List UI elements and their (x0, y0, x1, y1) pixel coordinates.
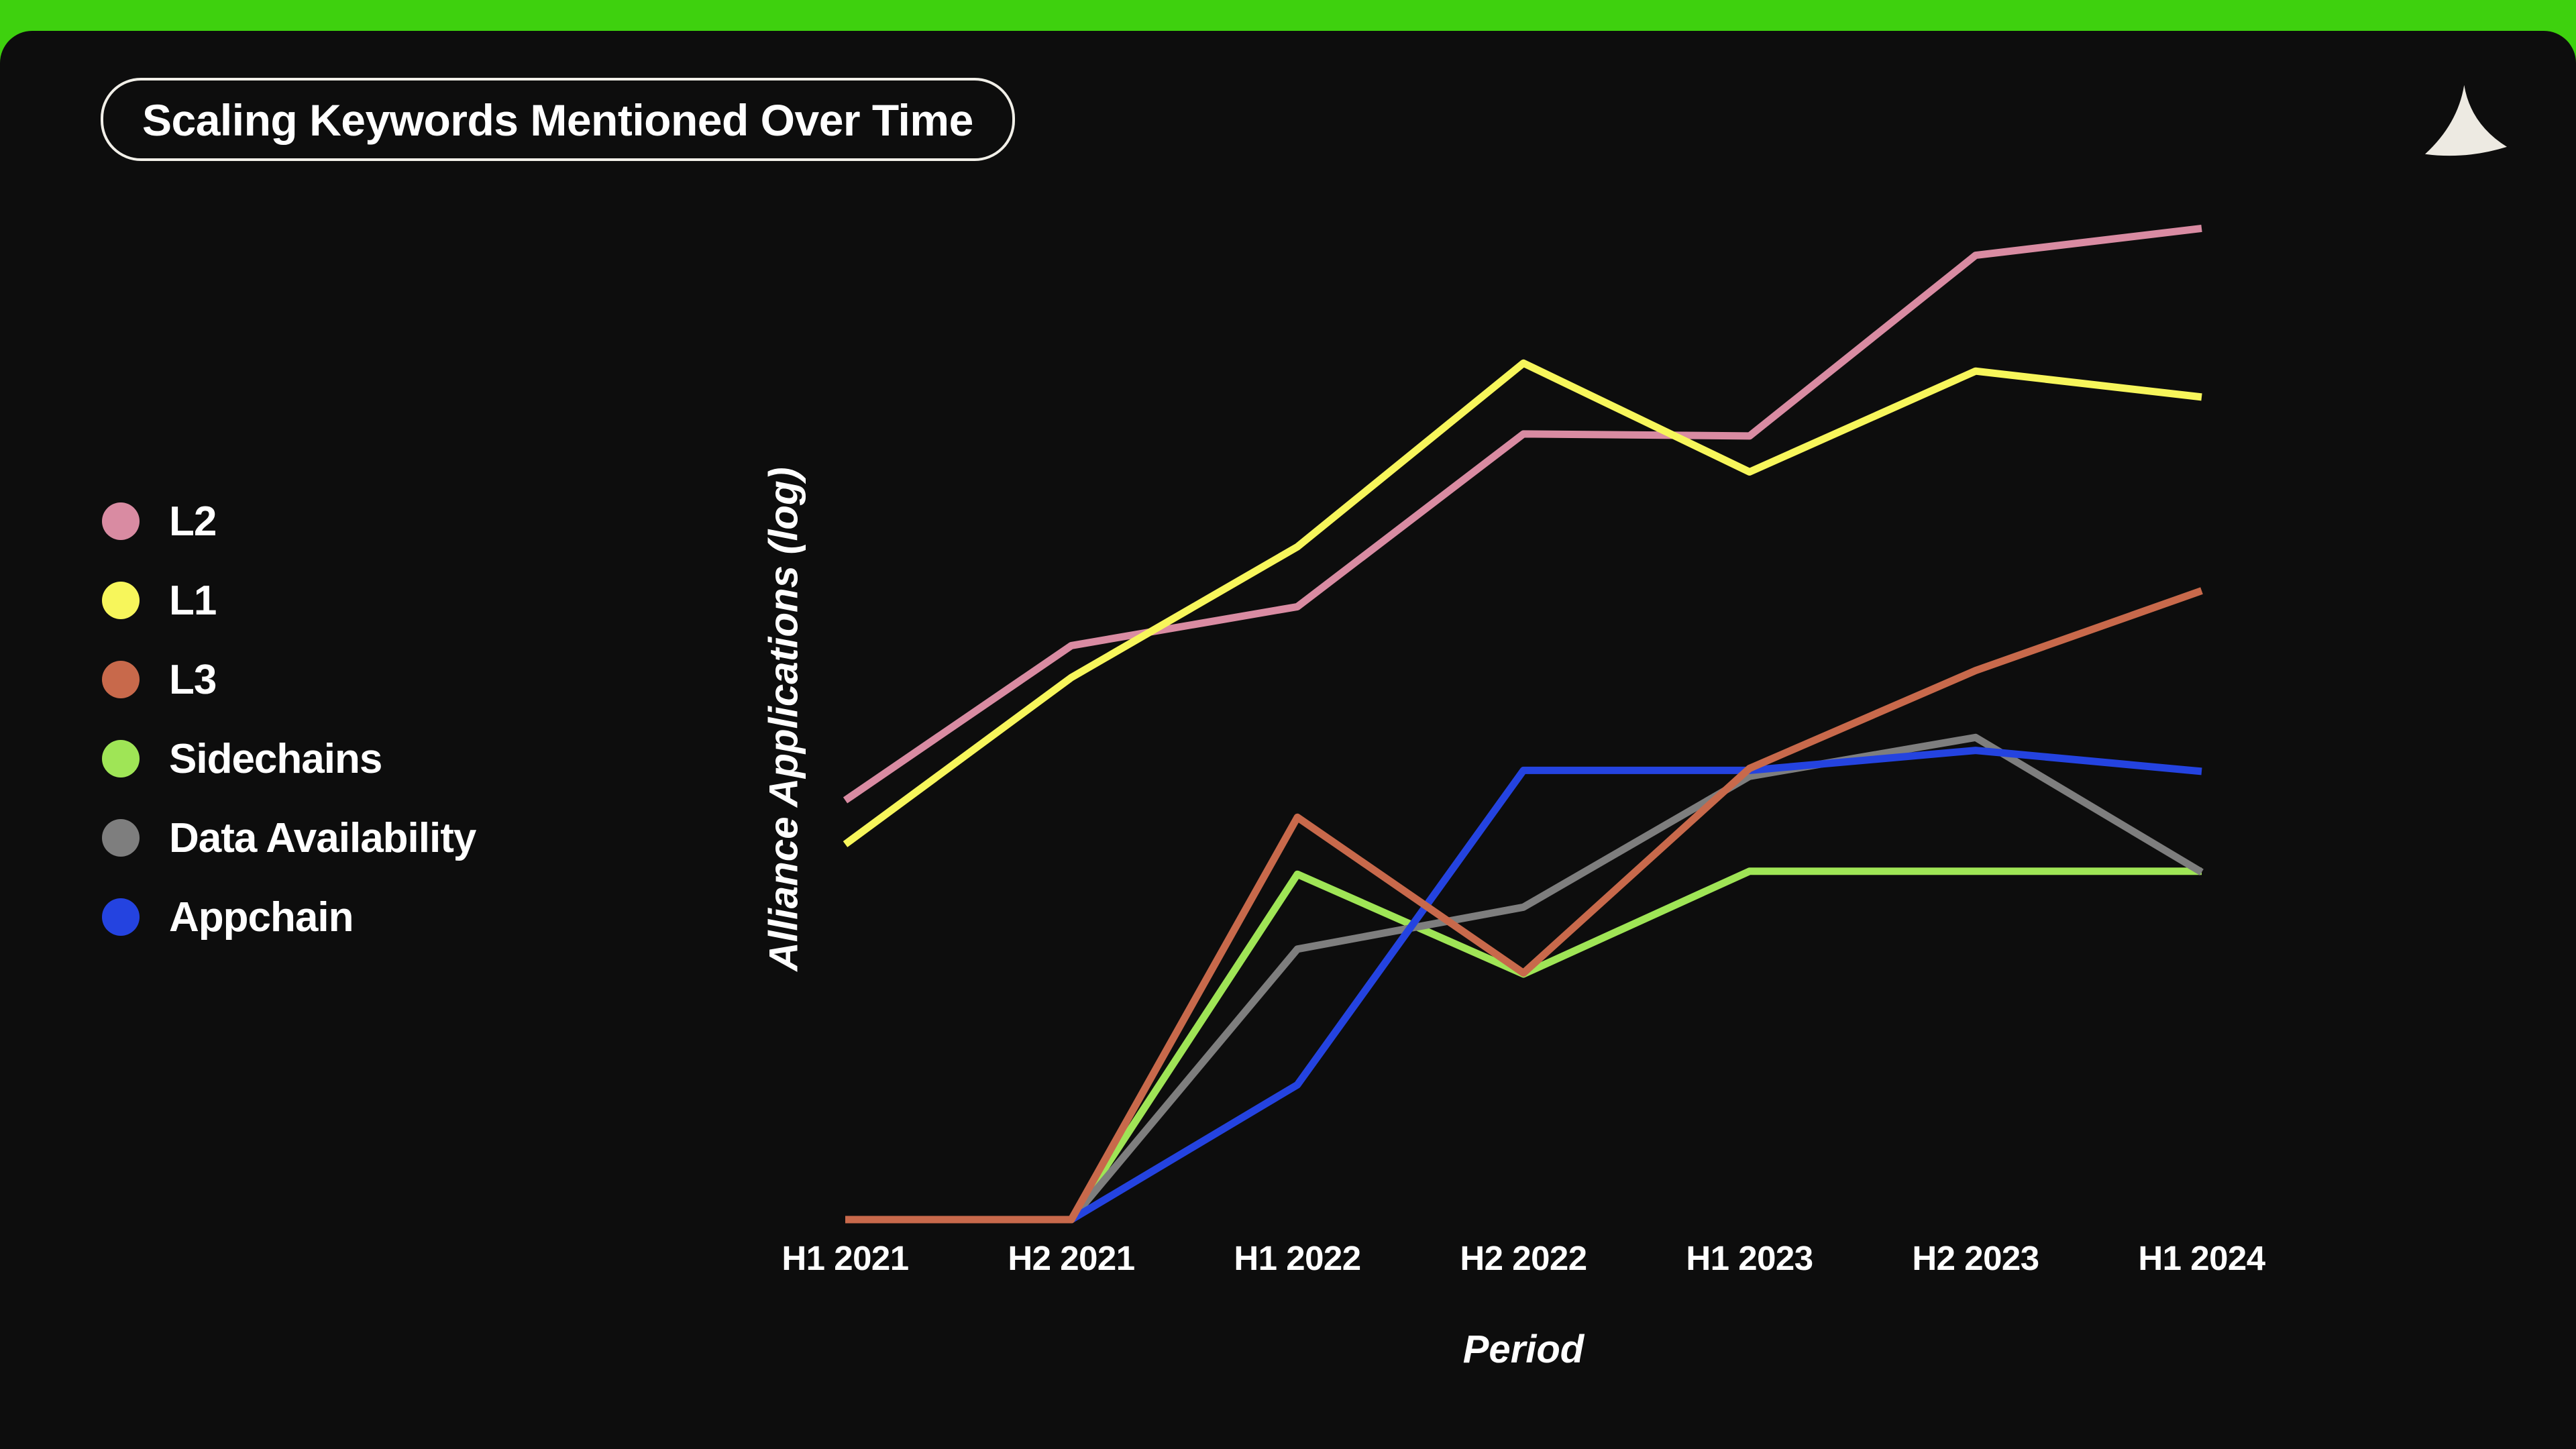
y-axis-label: Alliance Applications (log) (761, 467, 806, 971)
legend-label: L2 (169, 498, 217, 545)
alliance-logo-icon (2425, 85, 2507, 156)
legend-item-l2: L2 (102, 498, 476, 545)
x-tick-label: H2 2021 (1008, 1239, 1135, 1277)
x-axis-title: Period (1462, 1328, 1585, 1371)
legend-label: Data Availability (169, 814, 476, 861)
legend-item-l3: L3 (102, 657, 476, 703)
legend-item-sidechains: Sidechains (102, 735, 476, 782)
legend-label: Sidechains (169, 735, 382, 782)
legend-color-dot (102, 898, 140, 936)
legend-label: Appchain (169, 894, 354, 941)
page-title: Scaling Keywords Mentioned Over Time (101, 78, 1015, 161)
x-tick-label: H1 2024 (2138, 1239, 2265, 1277)
line-chart (843, 224, 2204, 1224)
legend-color-dot (102, 819, 140, 857)
x-tick-label: H2 2022 (1460, 1239, 1587, 1277)
line-series-l1 (843, 359, 2202, 847)
legend-color-dot (102, 502, 140, 540)
x-tick-label: H2 2023 (1912, 1239, 2039, 1277)
legend-color-dot (102, 740, 140, 777)
content-panel (0, 31, 2576, 1449)
x-tick-label: H1 2021 (782, 1239, 909, 1277)
x-tick-label: H1 2023 (1686, 1239, 1813, 1277)
legend-item-l1: L1 (102, 578, 476, 624)
legend-item-appchain: Appchain (102, 894, 476, 941)
legend-label: L1 (169, 577, 217, 624)
chart-legend: L2 L1 L3 Sidechains Data Availability Appchai… (102, 498, 476, 975)
line-series-l2 (843, 224, 2202, 804)
x-axis-tick-labels: H1 2021 H2 2021 H1 2022 H2 2022 H1 2023 H2 20… (782, 1238, 2265, 1285)
line-series-appchain (845, 747, 2202, 1224)
legend-color-dot (102, 582, 140, 619)
line-series-sidechains (845, 867, 2202, 1224)
x-tick-label: H1 2022 (1234, 1239, 1361, 1277)
legend-label: L3 (169, 656, 217, 703)
legend-color-dot (102, 661, 140, 698)
legend-item-data-availability: Data Availability (102, 814, 476, 861)
line-series-l3 (845, 587, 2203, 1224)
line-series-data-availability (845, 733, 2204, 1224)
